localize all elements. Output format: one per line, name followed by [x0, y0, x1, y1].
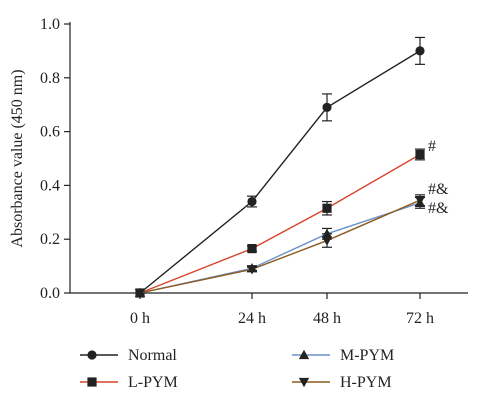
- data-point: [322, 203, 332, 213]
- legend-label: H-PYM: [340, 374, 392, 391]
- legend-item-l-pym: L-PYM: [80, 374, 178, 391]
- plot-area: # #& #&: [134, 36, 449, 299]
- data-point: [246, 265, 258, 275]
- data-point: [322, 102, 332, 112]
- y-tick-label: 1.0: [40, 16, 60, 33]
- series-line: [139, 202, 421, 294]
- axes: 0.0 0.2 0.4 0.6 0.8 1.0 0 h 24 h 48 h 72 h Absorba…: [9, 16, 468, 327]
- legend-label: Normal: [128, 347, 177, 364]
- series-m-pym: [134, 196, 426, 298]
- y-tick-label: 0.4: [40, 177, 60, 194]
- x-tick-label: 72 h: [406, 310, 434, 327]
- y-tick-label: 0.0: [40, 285, 60, 302]
- significance-annotation: #: [428, 138, 436, 155]
- series-l-pym: [135, 148, 425, 298]
- y-tick-label: 0.8: [40, 70, 60, 87]
- significance-annotation: #&: [428, 200, 449, 217]
- legend-marker: [298, 349, 310, 360]
- legend-label: L-PYM: [128, 374, 178, 391]
- x-tick-label: 24 h: [238, 310, 266, 327]
- data-point: [415, 46, 425, 56]
- data-point: [415, 149, 425, 160]
- data-point: [414, 196, 426, 206]
- series-h-pym: [134, 194, 426, 299]
- legend-marker: [298, 377, 310, 388]
- x-tick-label: 48 h: [313, 310, 341, 327]
- legend-item-m-pym: M-PYM: [292, 347, 394, 364]
- legend: Normal L-PYM M-PYM H-PYM: [80, 347, 394, 391]
- series-line: [139, 50, 421, 294]
- data-point: [247, 244, 257, 254]
- y-axis-label: Absorbance value (450 nm): [9, 69, 26, 247]
- legend-marker: [87, 377, 97, 387]
- x-tick-label: 0 h: [130, 310, 150, 327]
- series-line: [139, 199, 421, 294]
- legend-marker: [87, 350, 97, 360]
- y-tick-label: 0.2: [40, 231, 60, 248]
- series-line: [139, 153, 421, 294]
- significance-annotation: #&: [428, 181, 449, 198]
- data-point: [321, 236, 333, 246]
- legend-label: M-PYM: [340, 347, 394, 364]
- data-point: [134, 288, 146, 299]
- legend-item-normal: Normal: [80, 347, 177, 364]
- y-tick-label: 0.6: [40, 124, 60, 141]
- data-point: [247, 196, 257, 207]
- legend-item-h-pym: H-PYM: [292, 374, 392, 391]
